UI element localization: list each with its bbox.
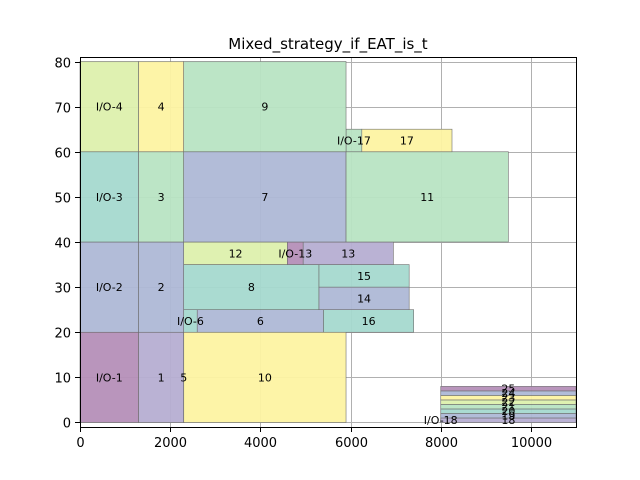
box-label: I/O-2 <box>96 281 123 294</box>
box-label: I/O-13 <box>278 247 312 260</box>
plot-boxes <box>79 61 577 423</box>
y-tick-label: 20 <box>54 327 71 342</box>
box-4 <box>138 61 185 153</box>
x-tick-label: 2000 <box>154 436 187 451</box>
box-label: 13 <box>341 247 355 260</box>
box-label: 16 <box>362 315 376 328</box>
box-label: 17 <box>400 134 414 147</box>
box-i-o-4 <box>79 61 139 153</box>
box-17 <box>361 128 453 153</box>
box-label: 19 <box>501 410 515 423</box>
box-label: 14 <box>357 292 371 305</box>
box-label: I/O-6 <box>177 315 204 328</box>
box-7 <box>183 151 347 243</box>
y-tick-label: 70 <box>54 102 71 117</box>
box-3 <box>138 151 185 243</box>
box-label: 7 <box>261 191 268 204</box>
box-label: 1 <box>158 371 165 384</box>
y-tick-label: 40 <box>54 237 71 252</box>
box-label: 3 <box>158 191 165 204</box>
y-tick-label: 0 <box>63 417 71 432</box>
box-label: 2 <box>158 281 165 294</box>
box-label: 8 <box>248 281 255 294</box>
y-tick-label: 50 <box>54 192 71 207</box>
x-tick-label: 6000 <box>335 436 368 451</box>
plot-frame <box>80 57 577 428</box>
y-tick-label: 30 <box>54 282 71 297</box>
x-tick-label: 10000 <box>511 436 552 451</box>
y-axis-ticks: 0 10 20 30 40 50 60 70 80 <box>54 57 80 432</box>
box-label: 22 <box>501 396 515 409</box>
box-label: I/O-1 <box>96 371 123 384</box>
box-label: 18 <box>501 414 515 427</box>
box-i-o-3 <box>79 151 139 243</box>
box-label: I/O-3 <box>96 191 123 204</box>
box-8 <box>183 264 320 310</box>
x-tick-label: 4000 <box>244 436 277 451</box>
box-label: 23 <box>501 392 515 405</box>
box-label: I/O-4 <box>96 101 123 114</box>
box-9 <box>183 61 347 153</box>
x-axis-ticks: 0 2000 4000 6000 8000 10000 <box>76 427 552 451</box>
box-label: I/O-17 <box>337 134 371 147</box>
box-label: 21 <box>501 401 515 414</box>
box-i-o-2 <box>79 241 139 333</box>
box-label: 15 <box>357 270 371 283</box>
chart-title: Mixed_strategy_if_EAT_is_t <box>228 35 428 54</box>
box-11 <box>345 151 509 243</box>
box-label: I/O-18 <box>424 414 458 427</box>
x-tick-label: 8000 <box>425 436 458 451</box>
y-tick-label: 10 <box>54 372 71 387</box>
box-label: 12 <box>229 247 243 260</box>
box-2 <box>138 241 185 333</box>
box-label: 6 <box>257 315 264 328</box>
x-tick-label: 0 <box>76 436 84 451</box>
box-label: 24 <box>501 387 515 400</box>
box-label: 9 <box>261 101 268 114</box>
box-label: 5 <box>180 371 187 384</box>
y-tick-label: 60 <box>54 147 71 162</box>
box-label: 10 <box>258 371 272 384</box>
y-tick-label: 80 <box>54 57 71 72</box>
box-10 <box>183 331 347 423</box>
box-label: 4 <box>158 101 165 114</box>
box-label: 20 <box>501 405 515 418</box>
box-label: 11 <box>420 191 434 204</box>
box-label: 25 <box>501 383 515 396</box>
